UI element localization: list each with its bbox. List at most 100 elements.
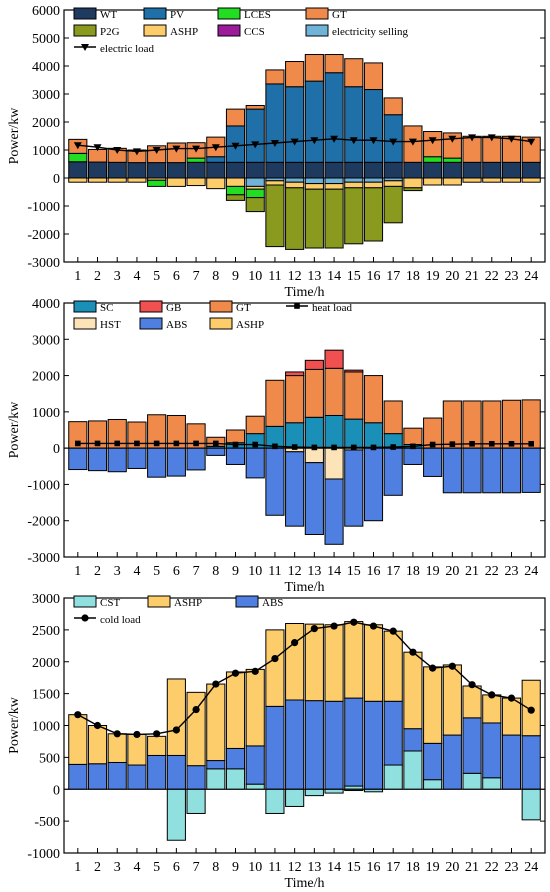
bar-abs xyxy=(147,754,167,790)
bar-ashp xyxy=(304,623,324,702)
bar-abs xyxy=(225,747,246,770)
x-tick-label: 15 xyxy=(347,269,361,284)
load-point xyxy=(429,664,437,672)
bar-ashp xyxy=(442,177,462,186)
load-point xyxy=(487,134,496,142)
bar-ashp xyxy=(245,668,265,747)
bar-gt xyxy=(245,415,265,435)
bar-ashp xyxy=(501,697,522,736)
legend: CST ASHP ABS cold load xyxy=(73,595,283,626)
bar-ashp xyxy=(186,177,206,187)
legend-label: ASHP xyxy=(236,319,264,331)
bar-abs xyxy=(344,697,364,787)
y-tick-label: 2500 xyxy=(32,624,60,639)
bar-abs xyxy=(186,447,206,471)
bar-electricity-selling xyxy=(245,177,265,187)
x-tick-label: 23 xyxy=(504,564,518,579)
legend-swatch xyxy=(209,300,233,313)
load-point xyxy=(468,134,477,142)
load-point xyxy=(172,145,181,153)
legend-marker xyxy=(81,44,89,51)
y-tick-label: -1000 xyxy=(27,847,60,862)
bar-gt xyxy=(304,54,324,82)
load-line xyxy=(77,442,532,449)
legend-label: cold load xyxy=(100,614,141,626)
bar-ashp xyxy=(383,180,403,187)
bar-abs xyxy=(501,734,522,790)
x-tick-label: 6 xyxy=(173,269,180,284)
bar-abs xyxy=(265,705,285,790)
load-point xyxy=(74,711,82,719)
bar-wt xyxy=(87,161,108,179)
bar-wt xyxy=(403,161,423,179)
bar-ashp xyxy=(127,733,147,766)
bar-gt xyxy=(265,69,285,85)
bar-abs xyxy=(68,447,88,471)
load-point xyxy=(389,627,397,635)
bar-ashp xyxy=(363,181,384,189)
bar-pv xyxy=(245,108,265,163)
legend-swatch xyxy=(147,595,171,608)
x-tick-label: 3 xyxy=(114,860,121,875)
load-point xyxy=(448,662,456,670)
x-tick-label: 20 xyxy=(445,860,459,875)
legend-label: ASHP xyxy=(170,26,198,38)
bar-ashp xyxy=(304,183,324,190)
legend: SC GB GT heat load HST ABS ASHP xyxy=(73,300,353,331)
bar-p2g xyxy=(324,188,344,249)
x-tick-label: 8 xyxy=(212,564,219,579)
bar-abs xyxy=(462,447,482,494)
load-point xyxy=(449,441,456,447)
x-tick-label: 1 xyxy=(74,860,81,875)
x-tick-label: 13 xyxy=(307,564,321,579)
bar-ashp xyxy=(265,629,285,707)
legend-label: GB xyxy=(166,302,181,314)
legend-label: GT xyxy=(332,9,347,21)
x-tick-label: 13 xyxy=(307,269,321,284)
legend-label: HST xyxy=(100,319,121,331)
bar-cst xyxy=(324,788,344,794)
load-point xyxy=(93,721,102,730)
bar-gt xyxy=(225,429,246,444)
x-axis-label: Time/h xyxy=(285,285,325,300)
load-point xyxy=(349,137,358,145)
load-point xyxy=(488,691,496,699)
y-tick-label: 0 xyxy=(53,442,60,457)
y-tick-label: 5000 xyxy=(32,32,60,47)
x-tick-label: 1 xyxy=(74,269,81,284)
bar-ashp xyxy=(285,623,305,701)
load-point xyxy=(330,622,338,630)
load-point xyxy=(252,441,259,448)
legend-label: PV xyxy=(170,9,184,21)
x-tick-label: 22 xyxy=(485,269,499,284)
x-tick-label: 21 xyxy=(465,269,479,284)
load-point xyxy=(251,141,260,149)
bar-pv xyxy=(344,86,364,163)
legend-swatch xyxy=(73,317,97,330)
bar-cst xyxy=(285,788,305,807)
load-point xyxy=(211,144,220,152)
bar-abs xyxy=(107,761,127,790)
x-tick-label: 4 xyxy=(133,564,140,579)
y-tick-label: 3000 xyxy=(32,88,60,103)
x-tick-label: 17 xyxy=(386,860,400,875)
x-tick-label: 24 xyxy=(524,564,538,579)
bars xyxy=(68,54,541,250)
bar-cst xyxy=(225,768,246,790)
legend-label: electric load xyxy=(100,43,155,55)
bar-ashp xyxy=(344,621,364,699)
bar-abs xyxy=(186,765,206,790)
load-point xyxy=(192,705,200,714)
bar-abs xyxy=(107,447,127,473)
bar-abs xyxy=(206,760,226,770)
legend-label: GT xyxy=(236,302,251,314)
bar-ashp xyxy=(107,733,127,763)
bar-gt xyxy=(521,399,541,449)
legend-swatch xyxy=(217,24,241,37)
bar-ashp xyxy=(442,664,462,736)
load-point xyxy=(290,138,299,146)
bar-wt xyxy=(344,161,364,179)
bar-ashp xyxy=(324,624,344,702)
bar-ashp xyxy=(501,177,522,183)
